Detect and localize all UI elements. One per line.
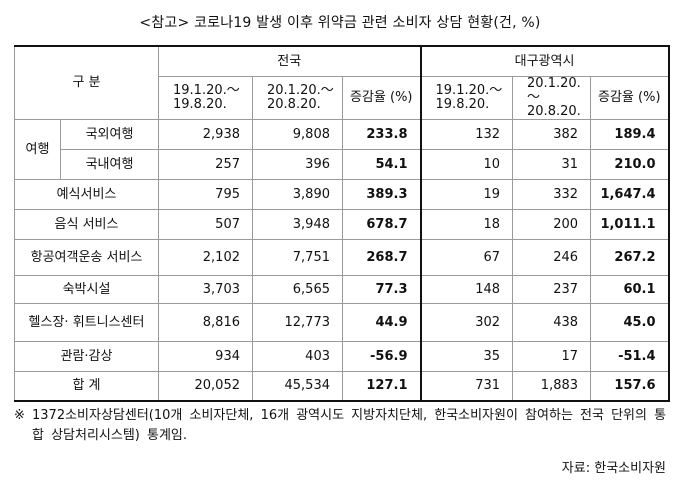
national-change-value: 127.1 — [341, 370, 422, 402]
daegu-change-value: 1,011.1 — [590, 208, 670, 240]
daegu-period1-value: 731 — [419, 370, 514, 402]
header-national-period1: 19.1.20.～ 19.8.20. — [158, 75, 253, 120]
national-period2-value: 12,773 — [252, 302, 343, 342]
daegu-period2-value: 438 — [512, 302, 592, 342]
table-row: 숙박시설 3,703 6,565 77.3 148 237 60.1 — [14, 274, 670, 304]
national-change-value: 44.9 — [341, 302, 422, 342]
national-period2-value: 396 — [252, 148, 343, 180]
daegu-period2-value: 1,883 — [512, 370, 592, 402]
national-change-value: 77.3 — [341, 274, 422, 304]
national-period2-value: 3,890 — [252, 178, 343, 210]
header-group-daegu: 대구광역시 — [419, 45, 670, 77]
national-period1-value: 3,703 — [158, 274, 253, 304]
daegu-period1-value: 302 — [419, 302, 514, 342]
national-change-value: 678.7 — [341, 208, 422, 240]
daegu-period2-value: 332 — [512, 178, 592, 210]
national-period1-value: 2,102 — [158, 238, 253, 276]
national-period2-value: 9,808 — [252, 118, 343, 150]
national-period2-value: 45,534 — [252, 370, 343, 402]
table-row: 항공여객운송 서비스 2,102 7,751 268.7 67 246 267.… — [14, 238, 670, 276]
national-period1-value: 20,052 — [158, 370, 253, 402]
source-credit: 자료: 한국소비자원 — [561, 461, 666, 476]
daegu-change-value: -51.4 — [590, 340, 670, 372]
row-label: 음식 서비스 — [14, 208, 159, 240]
national-period1-value: 257 — [158, 148, 253, 180]
daegu-change-value: 210.0 — [590, 148, 670, 180]
national-period2-value: 6,565 — [252, 274, 343, 304]
row-label: 합 계 — [14, 370, 159, 402]
footnote-text: 1372소비자상담센터(10개 소비자단체, 16개 광역시도 지방자치단체, … — [32, 408, 667, 443]
daegu-period2-value: 246 — [512, 238, 592, 276]
daegu-period1-value: 67 — [419, 238, 514, 276]
header-daegu-period1: 19.1.20.～ 19.8.20. — [419, 75, 514, 120]
row-group-travel: 여행 — [14, 118, 61, 180]
daegu-period2-value: 17 — [512, 340, 592, 372]
national-change-value: 389.3 — [341, 178, 422, 210]
daegu-period2-value: 200 — [512, 208, 592, 240]
table-row: 국내여행 257 396 54.1 10 31 210.0 — [15, 148, 670, 180]
daegu-period1-value: 18 — [419, 208, 514, 240]
row-label: 숙박시설 — [14, 274, 159, 304]
table-row-total: 합 계 20,052 45,534 127.1 731 1,883 157.6 — [14, 370, 670, 402]
header-daegu-change: 증감율 (%) — [590, 75, 670, 120]
national-change-value: 233.8 — [341, 118, 422, 150]
national-period1-value: 507 — [158, 208, 253, 240]
daegu-change-value: 267.2 — [590, 238, 670, 276]
row-label: 항공여객운송 서비스 — [14, 238, 159, 276]
row-label: 국내여행 — [60, 148, 159, 180]
row-label: 국외여행 — [60, 118, 159, 150]
national-period2-value: 403 — [252, 340, 343, 372]
daegu-change-value: 60.1 — [590, 274, 670, 304]
table-row: 관람·감상 934 403 -56.9 35 17 -51.4 — [14, 340, 670, 372]
header-daegu-period2: 20.1.20.～ 20.8.20. — [512, 75, 592, 120]
table-row: 헬스장· 휘트니스센터 8,816 12,773 44.9 302 438 45… — [14, 302, 670, 342]
row-label: 관람·감상 — [14, 340, 159, 372]
table-row: 음식 서비스 507 3,948 678.7 18 200 1,011.1 — [14, 208, 670, 240]
daegu-period1-value: 10 — [419, 148, 514, 180]
table-row: 여행 국외여행 2,938 9,808 233.8 132 382 189.4 — [14, 118, 670, 180]
national-period1-value: 795 — [158, 178, 253, 210]
national-period2-value: 7,751 — [252, 238, 343, 276]
header-category: 구 분 — [14, 45, 159, 120]
national-change-value: 54.1 — [341, 148, 422, 180]
footnote-mark: ※ — [14, 408, 25, 423]
header-group-national: 전국 — [157, 45, 422, 77]
national-change-value: 268.7 — [341, 238, 422, 276]
footnote: ※ 1372소비자상담센터(10개 소비자단체, 16개 광역시도 지방자치단체… — [14, 406, 674, 446]
consultation-table: 구 분 전국 대구광역시 19.1.20.～ 19.8.20. 20.1.20.… — [14, 45, 670, 402]
national-period1-value: 934 — [158, 340, 253, 372]
table-row: 예식서비스 795 3,890 389.3 19 332 1,647.4 — [14, 178, 670, 210]
daegu-change-value: 1,647.4 — [590, 178, 670, 210]
daegu-period1-value: 148 — [419, 274, 514, 304]
page-title: <참고> 코로나19 발생 이후 위약금 관련 소비자 상담 현황(건, %) — [139, 15, 541, 31]
daegu-period1-value: 19 — [419, 178, 514, 210]
daegu-change-value: 45.0 — [590, 302, 670, 342]
daegu-change-value: 189.4 — [590, 118, 670, 150]
national-period2-value: 3,948 — [252, 208, 343, 240]
daegu-change-value: 157.6 — [590, 370, 670, 402]
national-change-value: -56.9 — [341, 340, 422, 372]
header-national-period2: 20.1.20.～ 20.8.20. — [252, 75, 343, 120]
daegu-period2-value: 31 — [512, 148, 592, 180]
row-label: 헬스장· 휘트니스센터 — [14, 302, 159, 342]
row-label: 예식서비스 — [14, 178, 159, 210]
header-national-change: 증감율 (%) — [341, 75, 422, 120]
daegu-period1-value: 132 — [419, 118, 514, 150]
daegu-period2-value: 237 — [512, 274, 592, 304]
daegu-period2-value: 382 — [512, 118, 592, 150]
national-period1-value: 8,816 — [158, 302, 253, 342]
daegu-period1-value: 35 — [419, 340, 514, 372]
national-period1-value: 2,938 — [158, 118, 253, 150]
